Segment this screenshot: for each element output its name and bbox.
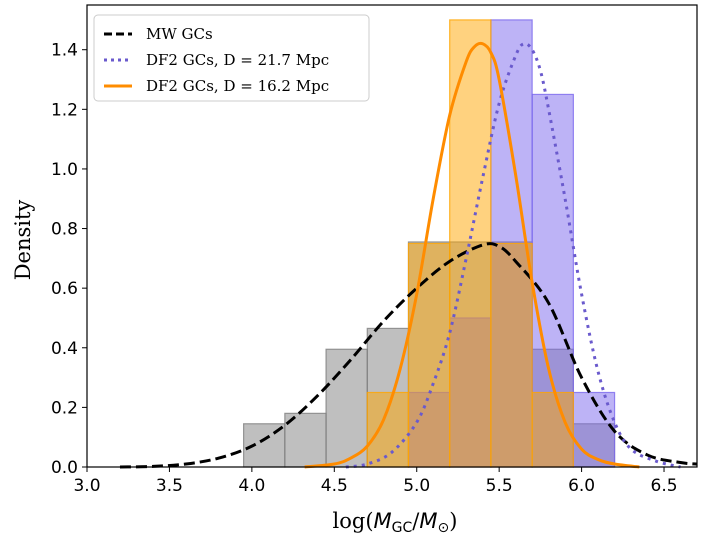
histogram-bars [243,19,616,468]
x-label-mass: M [374,509,392,533]
x-tick-label-3: 4.5 [321,476,348,496]
legend-box [93,14,370,102]
y-tick-label-3: 0.6 [51,279,78,299]
x-tick-label-7: 6.5 [651,476,678,496]
x-tick-label-6: 6.0 [568,476,595,496]
x-label-suffix: ) [449,509,457,533]
hist-bar-mw-2 [325,348,368,468]
legend-label-df2-16: DF2 GCs, D = 16.2 Mpc [146,77,329,95]
y-tick-label-6: 1.2 [51,100,78,120]
x-tick-label-5: 5.5 [486,476,513,496]
legend-label-df2-21: DF2 GCs, D = 21.7 Mpc [146,51,329,69]
density-curves [119,41,698,469]
hist-bar-df2-16-4 [531,391,574,468]
curve-mw [119,242,698,469]
legend-label-mw: MW GCs [146,25,213,43]
hist-bar-df2-16-2 [449,19,492,468]
curve-df2-16 [304,41,640,469]
x-tick-label-1: 3.5 [156,476,183,496]
y-tick-label-2: 0.4 [51,339,78,359]
x-label-sub-sun: ⊙ [438,520,450,536]
hist-bar-mw-1 [284,412,327,468]
x-axis-ticks: 3.0 3.5 4.0 4.5 5.0 5.5 6.0 6.5 [73,467,678,496]
x-tick-label-4: 5.0 [403,476,430,496]
y-axis-label: Density [11,200,35,281]
x-label-prefix: log( [333,509,374,533]
plot-frame [86,4,698,468]
x-label-slash: / [412,509,420,533]
y-tick-label-5: 1.0 [51,160,78,180]
x-axis-label: log(MGC/M⊙) [333,509,458,536]
y-tick-label-0: 0.0 [51,458,78,478]
x-label-sub-gc: GC [392,520,413,536]
y-tick-label-4: 0.8 [51,220,78,240]
hist-bar-df2-16-1 [407,242,451,468]
hist-bar-df2-16-0 [366,391,410,468]
y-tick-label-7: 1.4 [51,41,78,61]
x-tick-label-2: 4.0 [238,476,265,496]
legend: MW GCs DF2 GCs, D = 21.7 Mpc DF2 GCs, D … [93,14,370,102]
x-tick-label-0: 3.0 [73,476,100,496]
hist-bar-df2-16-3 [490,242,533,468]
y-tick-label-1: 0.2 [51,398,78,418]
x-label-mass-sun: M [419,509,437,533]
y-axis-ticks: 0.0 0.2 0.4 0.6 0.8 1.0 1.2 1.4 [51,41,87,478]
